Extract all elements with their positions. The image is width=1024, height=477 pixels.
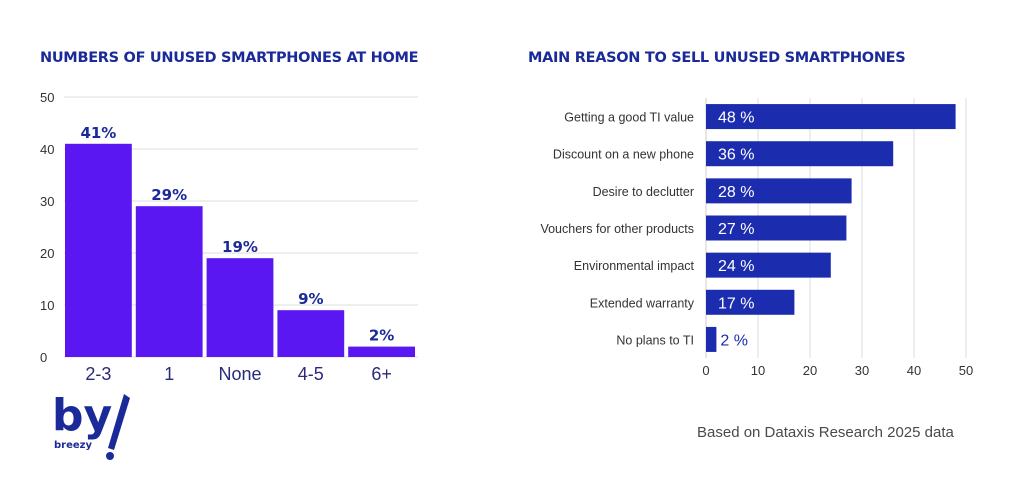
- right-y-tick-label: Discount on a new phone: [553, 148, 694, 162]
- left-bar: [135, 206, 203, 357]
- right-y-tick-label: Desire to declutter: [593, 185, 694, 199]
- left-y-tick-label: 40: [40, 142, 54, 157]
- right-x-tick-label: 20: [803, 363, 817, 378]
- right-bar-data-label: 24 %: [718, 258, 754, 275]
- breezy-logo-mark: by: [52, 392, 130, 460]
- right-x-tick-label: 50: [959, 363, 973, 378]
- left-bar-data-label: 2%: [369, 327, 394, 345]
- right-x-tick-label: 10: [751, 363, 765, 378]
- right-bar: [706, 104, 956, 130]
- left-bar: [348, 346, 415, 357]
- left-y-tick-label: 10: [40, 298, 54, 313]
- right-y-tick-label: Vouchers for other products: [540, 222, 694, 236]
- right-bar-data-label: 36 %: [718, 147, 754, 164]
- right-bar-data-label: 2 %: [720, 332, 748, 349]
- left-bar-data-label: 9%: [298, 290, 323, 308]
- right-bar: [706, 326, 717, 352]
- left-x-tick-label: None: [218, 364, 261, 384]
- right-y-tick-label: Extended warranty: [590, 296, 695, 310]
- right-bar-data-label: 27 %: [718, 221, 754, 238]
- left-bar: [277, 310, 345, 357]
- right-bar-data-label: 48 %: [718, 110, 754, 127]
- right-y-tick-label: Environmental impact: [574, 259, 695, 273]
- source-note: Based on Dataxis Research 2025 data: [697, 424, 954, 441]
- right-bar: [706, 141, 894, 167]
- svg-text:by: by: [52, 392, 112, 441]
- left-bar: [206, 258, 274, 357]
- right-bar: [706, 252, 831, 278]
- right-bar-data-label: 17 %: [718, 295, 754, 312]
- breezy-logo-text: breezy: [54, 440, 92, 451]
- left-bar-data-label: 29%: [151, 186, 187, 204]
- right-bar: [706, 178, 852, 204]
- left-x-tick-label: 1: [164, 364, 174, 384]
- left-y-tick-label: 30: [40, 194, 54, 209]
- right-bar: [706, 289, 795, 315]
- left-x-tick-label: 6+: [371, 364, 392, 384]
- right-chart-title: MAIN REASON TO SELL UNUSED SMARTPHONES: [528, 50, 906, 66]
- left-y-tick-label: 50: [40, 90, 54, 105]
- left-y-tick-label: 0: [40, 350, 47, 365]
- right-x-tick-label: 0: [702, 363, 709, 378]
- left-bar-data-label: 41%: [80, 124, 116, 142]
- left-x-tick-label: 4-5: [298, 364, 324, 384]
- left-bar: [65, 143, 132, 357]
- right-x-tick-label: 40: [907, 363, 921, 378]
- right-y-tick-label: No plans to TI: [616, 333, 694, 347]
- right-y-tick-label: Getting a good TI value: [564, 111, 694, 125]
- left-x-tick-label: 2-3: [85, 364, 111, 384]
- right-x-tick-label: 30: [855, 363, 869, 378]
- left-bar-data-label: 19%: [222, 238, 258, 256]
- left-chart-title: NUMBERS OF UNUSED SMARTPHONES AT HOME: [40, 50, 419, 66]
- right-bar-data-label: 28 %: [718, 184, 754, 201]
- right-bar: [706, 215, 847, 241]
- left-y-tick-label: 20: [40, 246, 54, 261]
